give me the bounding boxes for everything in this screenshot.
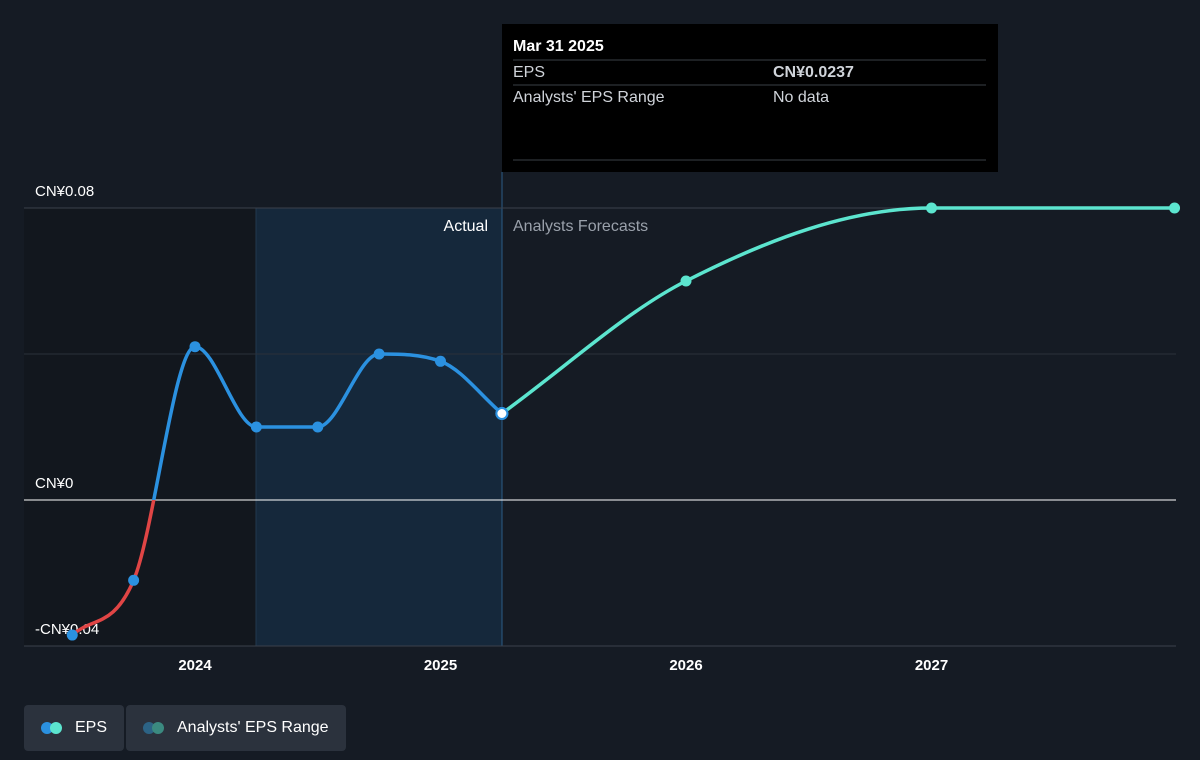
x-tick-label: 2024 — [178, 657, 212, 674]
eps-point[interactable] — [128, 574, 140, 586]
eps-point[interactable] — [312, 421, 324, 433]
eps-forecast-point[interactable] — [1169, 202, 1181, 214]
legend-eps[interactable]: EPS — [24, 705, 125, 751]
eps-forecast-line — [500, 206, 1175, 415]
x-tick-label: 2026 — [669, 657, 702, 674]
eps-line-negative — [71, 500, 156, 637]
eps-forecast-point[interactable] — [680, 275, 692, 287]
tooltip: Mar 31 2025 EPS CN¥0.0237 Analysts' EPS … — [502, 24, 998, 172]
eps-range-legend-icon — [143, 722, 167, 734]
y-tick-label: CN¥0.08 — [35, 183, 94, 200]
eps-point[interactable] — [250, 421, 262, 433]
y-tick-label: CN¥0 — [35, 475, 73, 492]
legend-range-label: Analysts' EPS Range — [177, 719, 329, 736]
actual-region-label: Actual — [444, 218, 488, 235]
eps-point-selected-top[interactable] — [495, 406, 509, 420]
eps-chart: CN¥0.08 CN¥0 -CN¥0.04 2024 2025 2026 2027 Act… — [24, 24, 1181, 674]
y-axis-labels: CN¥0.08 CN¥0 -CN¥0.04 — [35, 183, 99, 638]
tooltip-box — [502, 24, 998, 172]
legend-analysts-eps-range[interactable]: Analysts' EPS Range — [126, 705, 346, 751]
points-layer — [66, 202, 1181, 641]
forecast-region-label: Analysts Forecasts — [513, 218, 648, 235]
legend-eps-label: EPS — [75, 719, 108, 736]
x-tick-label: 2025 — [424, 657, 457, 674]
tooltip-eps-value: CN¥0.0237 — [773, 64, 854, 81]
x-tick-label: 2027 — [915, 657, 948, 674]
eps-point[interactable] — [66, 629, 78, 641]
eps-forecast-point[interactable] — [926, 202, 937, 214]
x-axis-labels: 2024 2025 2026 2027 — [178, 657, 948, 674]
eps-point[interactable] — [189, 341, 201, 353]
tooltip-range-label: Analysts' EPS Range — [513, 89, 665, 106]
tooltip-eps-label: EPS — [513, 64, 545, 81]
eps-point[interactable] — [435, 355, 446, 367]
tooltip-date: Mar 31 2025 — [513, 38, 604, 55]
eps-point[interactable] — [373, 348, 385, 360]
tooltip-range-value: No data — [773, 89, 829, 106]
y-tick-label: -CN¥0.04 — [35, 621, 99, 638]
eps-legend-icon — [41, 722, 65, 734]
past-shade-dark — [24, 208, 256, 646]
